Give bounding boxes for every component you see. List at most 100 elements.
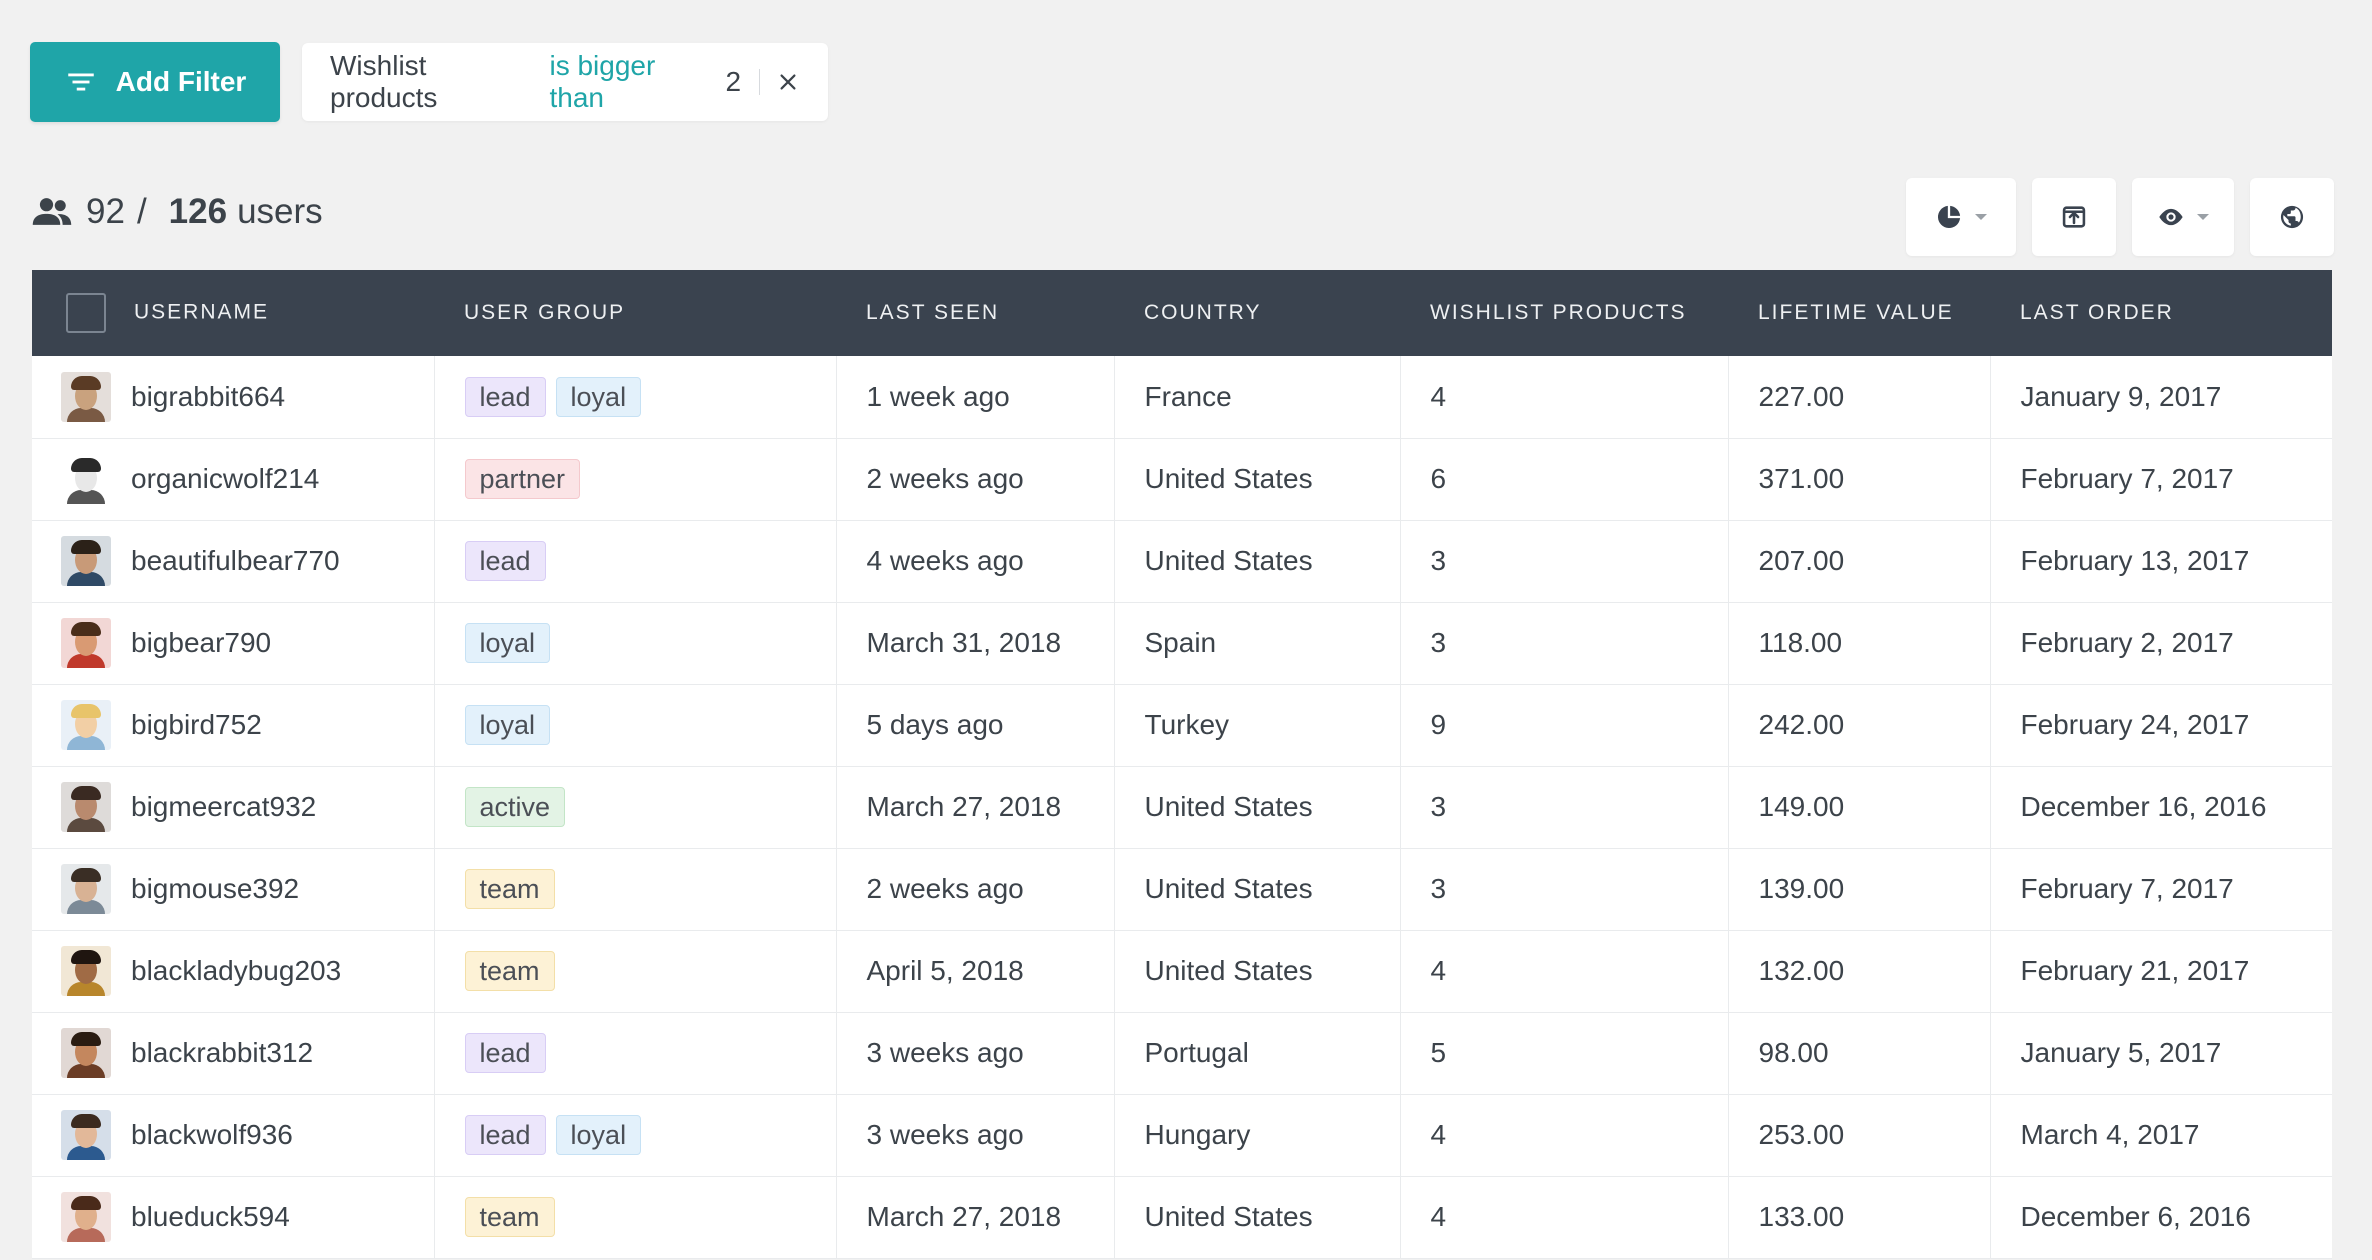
user-group-tag[interactable]: lead	[464, 1115, 546, 1155]
username-link[interactable]: bigmouse392	[131, 873, 300, 904]
user-group-tag[interactable]: lead	[464, 1033, 546, 1073]
user-group-tag[interactable]: loyal	[555, 1115, 642, 1155]
username-cell: blackrabbit312	[32, 1012, 435, 1095]
wishlist-products-cell: 9	[1400, 684, 1729, 767]
filter-divider	[759, 69, 761, 95]
user-group-tag[interactable]: lead	[464, 376, 546, 417]
column-header-wishlist-products[interactable]: WISHLIST PRODUCTS	[1400, 270, 1728, 356]
add-filter-button[interactable]: Add Filter	[30, 42, 280, 122]
username-link[interactable]: blueduck594	[131, 1201, 290, 1232]
column-header-last-order[interactable]: LAST ORDER	[1990, 270, 2332, 356]
table-row[interactable]: blueduck594 team March 27, 2018 United S…	[32, 1176, 2332, 1259]
table-row[interactable]: blackrabbit312 lead 3 weeks ago Portugal…	[32, 1012, 2332, 1095]
user-group-tag[interactable]: loyal	[555, 376, 642, 417]
table-row[interactable]: blackwolf936 lead loyal 3 weeks ago Hunga…	[32, 1094, 2332, 1177]
table-row[interactable]: beautifulbear770 lead 4 weeks ago United…	[32, 520, 2332, 603]
last-order-cell: February 7, 2017	[1990, 438, 2332, 521]
table-row[interactable]: blackladybug203 team April 5, 2018 Unite…	[32, 930, 2332, 1013]
column-header-user-group[interactable]: USER GROUP	[434, 270, 836, 356]
chevron-down-icon	[1975, 214, 1987, 220]
last-seen-cell: 2 weeks ago	[836, 848, 1115, 931]
username-cell: bigmouse392	[32, 848, 435, 931]
country-cell: United States	[1114, 520, 1401, 603]
last-order-cell: January 5, 2017	[1990, 1012, 2332, 1095]
country-cell: Hungary	[1114, 1094, 1401, 1177]
last-seen-cell: 5 days ago	[836, 684, 1115, 767]
export-icon	[2062, 206, 2086, 228]
country-cell: France	[1114, 356, 1401, 439]
user-group-tag[interactable]: team	[464, 951, 555, 991]
avatar	[61, 782, 111, 832]
username-cell: bigrabbit664	[32, 356, 435, 439]
user-group-cell: partner	[434, 438, 837, 521]
table-row[interactable]: bigbear790 loyal March 31, 2018 Spain 3 …	[32, 602, 2332, 685]
user-group-cell: loyal	[434, 684, 837, 767]
username-cell: blueduck594	[32, 1176, 435, 1259]
column-label: USERNAME	[134, 300, 270, 324]
wishlist-products-cell: 3	[1400, 848, 1729, 931]
avatar	[61, 618, 111, 668]
last-order-cell: January 9, 2017	[1990, 356, 2332, 439]
country-cell: United States	[1114, 848, 1401, 931]
user-group-tag[interactable]: loyal	[464, 705, 551, 745]
user-group-tag[interactable]: lead	[464, 541, 546, 581]
shown-count: 92	[86, 192, 125, 231]
username-link[interactable]: bigrabbit664	[131, 380, 286, 412]
username-cell: organicwolf214	[32, 438, 435, 521]
remove-filter-button[interactable]	[774, 68, 802, 96]
export-button[interactable]	[2032, 178, 2116, 256]
total-count: 126	[168, 192, 228, 231]
country-cell: United States	[1114, 766, 1401, 849]
username-link[interactable]: blackladybug203	[131, 955, 342, 986]
username-cell: bigbird752	[32, 684, 435, 767]
chart-pie-icon	[1937, 205, 1961, 229]
lifetime-value-cell: 242.00	[1728, 684, 1991, 767]
lifetime-value-cell: 139.00	[1728, 848, 1991, 931]
user-group-tag[interactable]: loyal	[464, 623, 551, 663]
user-group-tag[interactable]: team	[464, 1197, 555, 1237]
filter-operator: is bigger than	[549, 50, 656, 113]
visibility-dropdown-button[interactable]	[2132, 178, 2234, 256]
username-link[interactable]: bigbear790	[131, 627, 272, 658]
column-header-lifetime-value[interactable]: LIFETIME VALUE	[1728, 270, 1990, 356]
add-filter-label: Add Filter	[115, 66, 247, 97]
users-icon	[32, 198, 72, 225]
column-header-username[interactable]: USERNAME	[32, 270, 434, 356]
filter-bar: Add Filter Wishlist products is bigger t…	[30, 42, 828, 122]
username-link[interactable]: bigbird752	[131, 709, 262, 740]
map-view-button[interactable]	[2250, 178, 2334, 256]
lifetime-value-cell: 133.00	[1728, 1176, 1991, 1259]
username-link[interactable]: bigmeercat932	[131, 791, 317, 822]
username-cell: blackladybug203	[32, 930, 435, 1013]
wishlist-products-cell: 4	[1400, 1176, 1729, 1259]
avatar	[61, 1028, 111, 1078]
chart-dropdown-button[interactable]	[1906, 178, 2016, 256]
filter-field: Wishlist products	[330, 50, 438, 113]
username-link[interactable]: beautifulbear770	[131, 545, 340, 576]
table-row[interactable]: bigbird752 loyal 5 days ago Turkey 9 242…	[32, 684, 2332, 767]
user-group-tag[interactable]: partner	[464, 459, 581, 499]
table-row[interactable]: bigmouse392 team 2 weeks ago United Stat…	[32, 848, 2332, 931]
last-order-cell: February 21, 2017	[1990, 930, 2332, 1013]
username-link[interactable]: blackwolf936	[131, 1119, 293, 1150]
column-header-country[interactable]: COUNTRY	[1114, 270, 1400, 356]
column-header-last-seen[interactable]: LAST SEEN	[836, 270, 1114, 356]
table-row[interactable]: bigrabbit664 lead loyal 1 week ago France…	[32, 356, 2332, 439]
user-group-cell: team	[434, 848, 837, 931]
globe-icon	[2280, 205, 2304, 229]
active-filter-chip[interactable]: Wishlist products is bigger than 2	[302, 43, 828, 121]
last-seen-cell: March 31, 2018	[836, 602, 1115, 685]
username-link[interactable]: organicwolf214	[131, 463, 320, 494]
lifetime-value-cell: 253.00	[1728, 1094, 1991, 1177]
table-row[interactable]: organicwolf214 partner 2 weeks ago Unite…	[32, 438, 2332, 521]
user-group-cell: lead	[434, 520, 837, 603]
user-group-cell: active	[434, 766, 837, 849]
wishlist-products-cell: 5	[1400, 1012, 1729, 1095]
username-link[interactable]: blackrabbit312	[131, 1037, 314, 1068]
last-seen-cell: 3 weeks ago	[836, 1012, 1115, 1095]
user-group-tag[interactable]: team	[464, 869, 555, 909]
user-group-cell: lead	[434, 1012, 837, 1095]
select-all-checkbox[interactable]	[66, 293, 106, 333]
user-group-tag[interactable]: active	[464, 787, 566, 827]
table-row[interactable]: bigmeercat932 active March 27, 2018 Unit…	[32, 766, 2332, 849]
